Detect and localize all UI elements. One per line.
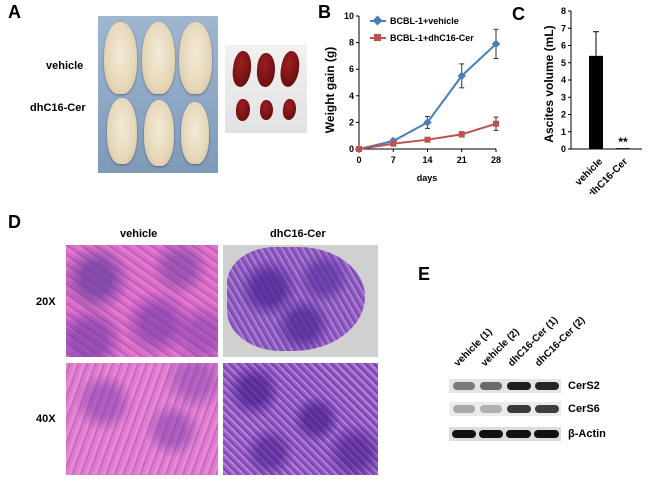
- he-col-label-dhc16: dhC16-Cer: [270, 228, 326, 240]
- ascites-chart-ytick-label: 5: [561, 58, 566, 68]
- spleen-vehicle-1: [230, 49, 254, 89]
- weight-gain-chart: 0 2 4 6 8 10 0 7 14 21 28 Weight gain (g) days BCB…: [323, 11, 501, 183]
- band-cers6-lane4: [535, 405, 559, 413]
- weight-chart-ytick-label: 6: [349, 64, 354, 74]
- he-tissue-section: [227, 247, 365, 351]
- ascites-chart-ytick-label: 7: [561, 23, 566, 33]
- weight-chart-legend: BCBL-1+vehicle BCBL-1+dhC16-Cer: [370, 15, 474, 43]
- weight-chart-series: [354, 28, 501, 154]
- weight-chart-ytick-label: 2: [349, 117, 354, 127]
- ascites-chart-ytick-label: 4: [561, 75, 566, 85]
- band-cers6-lane3: [507, 405, 531, 413]
- mouse-treated-1: [107, 98, 137, 164]
- data-point-vehicle: [423, 118, 432, 127]
- ascites-chart-ytick-label: 1: [561, 127, 566, 137]
- mouse-treated-2: [144, 100, 174, 166]
- panel-a-row-label-vehicle: vehicle: [46, 60, 84, 72]
- weight-chart-xtick-label: 21: [457, 155, 467, 165]
- he-row-label-40x: 40X: [36, 413, 56, 425]
- weight-chart-ytick-label: 10: [344, 11, 354, 21]
- spleen-vehicle-3: [278, 49, 302, 89]
- spleen-treated-2: [259, 99, 274, 121]
- panel-a-letter: A: [8, 2, 21, 22]
- band-actin-lane4: [534, 430, 559, 438]
- ascites-chart-axes: 0 1 2 3 4 5 6 7 8: [561, 6, 642, 154]
- band-cers2-lane1: [453, 382, 475, 390]
- band-cers2-lane4: [535, 382, 559, 390]
- he-image-vehicle-40x: [66, 363, 218, 475]
- blot-row-actin: [449, 427, 561, 441]
- significance-marker: **: [618, 135, 628, 149]
- data-point-treated: [493, 120, 499, 127]
- legend-label-vehicle: BCBL-1+vehicle: [390, 16, 459, 26]
- data-point-treated: [424, 136, 431, 143]
- he-col-label-vehicle: vehicle: [120, 228, 158, 240]
- band-cers2-lane2: [480, 382, 502, 390]
- ascites-chart-ylabel: Ascites volume (mL): [542, 25, 556, 142]
- data-point-vehicle: [491, 39, 501, 49]
- ascites-chart-ytick-label: 3: [561, 92, 566, 102]
- protein-label-cers2: CerS2: [568, 380, 600, 392]
- protein-label-cers6: CerS6: [568, 403, 600, 415]
- band-cers6-lane1: [453, 405, 475, 413]
- weight-chart-xlabel: days: [417, 173, 438, 183]
- blot-row-cers2: [449, 379, 561, 393]
- panel-c-letter: C: [512, 4, 525, 24]
- band-actin-lane3: [506, 430, 531, 438]
- band-actin-lane2: [479, 430, 503, 438]
- mouse-vehicle-2: [142, 22, 175, 94]
- spleen-photo: [225, 45, 307, 133]
- spleen-treated-1: [234, 98, 252, 122]
- lane-label-dhc16-2: dhC16-Cer (2): [533, 314, 588, 369]
- weight-chart-ytick-label: 8: [349, 38, 354, 48]
- panel-e-letter: E: [418, 264, 431, 284]
- ascites-chart-bars: [589, 31, 630, 150]
- mice-photo: [98, 16, 218, 173]
- weight-chart-ytick-label: 4: [349, 91, 354, 101]
- ascites-chart-ytick-label: 6: [561, 41, 566, 51]
- he-image-dhc16-20x: [223, 245, 378, 357]
- mouse-vehicle-3: [179, 22, 212, 94]
- weight-series-line-vehicle: [358, 43, 497, 150]
- band-cers6-lane2: [480, 405, 502, 413]
- panel-b-letter: B: [318, 2, 331, 22]
- weight-chart-xtick-label: 28: [491, 155, 501, 165]
- protein-label-actin: β-Actin: [568, 428, 606, 440]
- panel-a-row-label-dhc16: dhC16-Cer: [30, 102, 86, 114]
- data-point-treated: [356, 146, 362, 152]
- ascites-chart-ytick-label: 2: [561, 110, 566, 120]
- he-image-vehicle-20x: [66, 245, 218, 357]
- spleen-treated-3: [281, 98, 298, 121]
- blot-row-cers6: [449, 402, 561, 416]
- weight-chart-xtick-label: 0: [356, 155, 361, 165]
- weight-chart-ytick-label: 0: [349, 144, 354, 154]
- mouse-treated-3: [181, 102, 209, 164]
- legend-marker-vehicle: [372, 15, 383, 26]
- legend-marker-treated: [374, 34, 381, 41]
- weight-chart-xtick-label: 7: [391, 155, 396, 165]
- he-image-dhc16-40x: [223, 363, 378, 475]
- data-point-vehicle: [457, 71, 466, 81]
- legend-label-treated: BCBL-1+dhC16-Cer: [390, 33, 474, 43]
- bar-dhc16: [616, 148, 630, 150]
- band-actin-lane1: [452, 430, 476, 438]
- panel-d-letter: D: [8, 212, 21, 232]
- data-point-treated: [458, 131, 465, 138]
- spleen-vehicle-2: [255, 52, 277, 88]
- ascites-chart-ytick-label: 0: [561, 144, 566, 154]
- weight-chart-xtick-label: 14: [422, 155, 432, 165]
- data-point-treated: [390, 140, 397, 147]
- weight-chart-ylabel: Weight gain (g): [323, 47, 337, 133]
- band-cers2-lane3: [507, 382, 531, 390]
- bar-vehicle: [589, 55, 603, 149]
- ascites-chart-ytick-label: 8: [561, 6, 566, 16]
- mouse-vehicle-1: [104, 22, 137, 94]
- he-row-label-20x: 20X: [36, 296, 56, 308]
